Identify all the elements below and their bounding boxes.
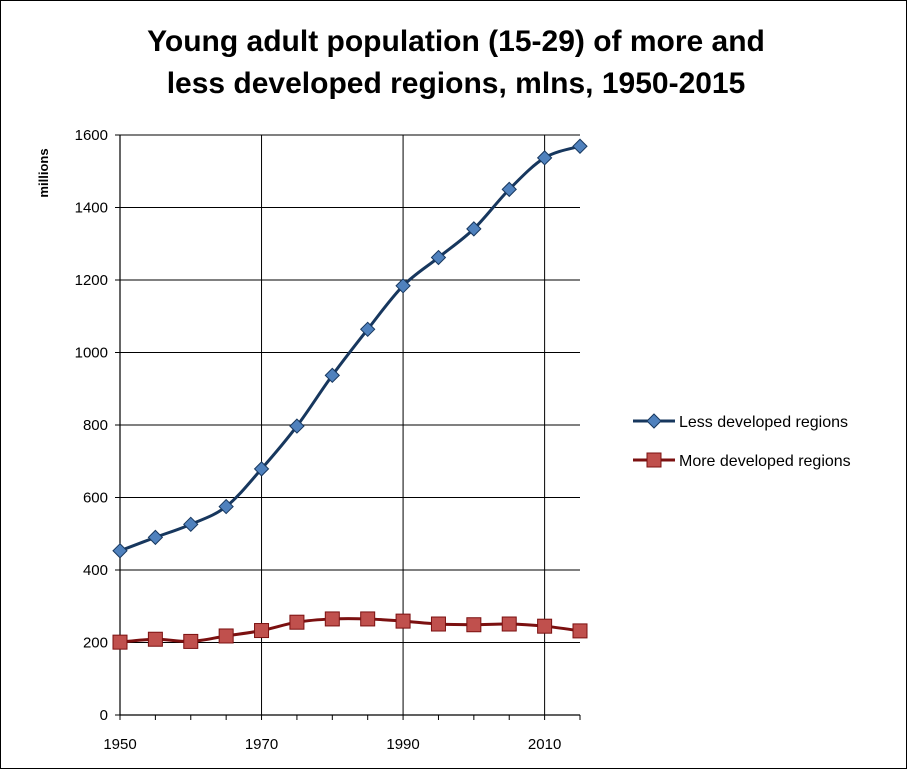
series-line [119, 144, 581, 553]
data-point [359, 321, 376, 338]
x-tick-labels: 1950 1970 1990 2010 [103, 736, 561, 753]
data-point [147, 529, 164, 546]
data-point [183, 516, 199, 533]
data-point [466, 617, 482, 633]
y-tick-label: 0 [100, 707, 108, 724]
data-point [289, 418, 305, 434]
legend-item: More developed regions [633, 452, 851, 470]
chart-title-line-1: Young adult population (15-29) of more a… [147, 25, 765, 58]
legend-label: More developed regions [679, 453, 851, 470]
x-tick-label: 1970 [245, 736, 278, 753]
data-point [572, 623, 588, 639]
legend-label: Less developed regions [679, 414, 848, 431]
series-less-developed [112, 138, 588, 559]
legend-item: Less developed regions [633, 413, 848, 431]
data-point [501, 616, 517, 632]
data-point [466, 221, 482, 237]
data-point [324, 367, 341, 384]
series-more-developed [112, 611, 588, 650]
data-point [360, 611, 376, 627]
x-tick-label: 1950 [103, 736, 136, 753]
chart-title: Young adult population (15-29) of more a… [61, 21, 851, 105]
data-point [501, 181, 517, 198]
y-tick-label: 1400 [75, 200, 108, 217]
y-tick-label: 1600 [75, 127, 108, 144]
data-point [324, 611, 340, 627]
data-point [430, 249, 447, 266]
data-point [183, 633, 199, 649]
y-tick-label: 400 [83, 562, 108, 579]
gridlines [120, 134, 580, 715]
data-point [218, 498, 234, 515]
data-point [395, 278, 411, 294]
y-tick-label: 600 [83, 490, 108, 507]
data-point [254, 623, 270, 639]
data-point [572, 138, 588, 154]
data-point [253, 461, 270, 477]
data-point [395, 613, 411, 629]
legend-marker [646, 413, 662, 429]
data-point [536, 150, 553, 166]
data-point [112, 543, 128, 559]
y-axis-label: millions [36, 148, 51, 197]
data-point [430, 616, 446, 632]
axes [115, 134, 581, 720]
legend: Less developed regions More developed reg… [633, 413, 851, 470]
series [112, 138, 588, 650]
chart-title-line-2: less developed regions, mlns, 1950-2015 [166, 67, 746, 100]
x-tick-label: 1990 [386, 736, 419, 753]
data-point [289, 614, 305, 630]
x-tick-label: 2010 [528, 736, 561, 753]
data-point [218, 628, 234, 644]
y-tick-labels: 0 200 400 600 800 1000 1200 1400 1600 [75, 127, 108, 724]
data-point [537, 618, 553, 634]
data-point [112, 634, 128, 650]
y-tick-label: 1200 [75, 272, 108, 289]
data-point [147, 631, 163, 647]
y-tick-label: 200 [83, 635, 108, 652]
y-tick-label: 1000 [75, 345, 108, 362]
y-tick-label: 800 [83, 417, 108, 434]
legend-marker [646, 452, 662, 468]
